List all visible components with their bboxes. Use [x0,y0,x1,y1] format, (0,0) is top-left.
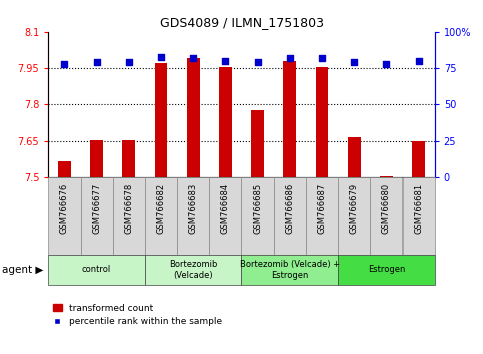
Bar [48,177,81,255]
Bar [145,255,242,285]
Bar [187,58,199,177]
Point [222,58,229,64]
Bar [315,67,328,177]
Bar [90,139,103,177]
Bar [380,176,393,177]
Text: GSM766687: GSM766687 [317,183,327,234]
Text: GSM766677: GSM766677 [92,183,101,234]
Point [383,61,390,67]
Bar [242,255,338,285]
Text: GSM766680: GSM766680 [382,183,391,234]
Text: GSM766678: GSM766678 [124,183,133,234]
Bar [338,255,435,285]
Bar [58,161,71,177]
Bar [113,177,145,255]
Text: Estrogen: Estrogen [368,266,405,274]
Bar [219,67,232,177]
Bar [348,137,361,177]
Bar [155,63,168,177]
Point [350,59,358,65]
Bar [242,177,274,255]
Bar [306,177,338,255]
Text: control: control [82,266,111,274]
Text: Bortezomib (Velcade) +
Estrogen: Bortezomib (Velcade) + Estrogen [240,260,340,280]
Bar [209,177,242,255]
Bar [177,177,209,255]
Bar [338,177,370,255]
Point [318,55,326,61]
Point [189,55,197,61]
Point [60,61,68,67]
Text: Bortezomib
(Velcade): Bortezomib (Velcade) [169,260,217,280]
Bar [412,141,425,177]
Bar [48,255,145,285]
Point [157,54,165,59]
Text: GSM766679: GSM766679 [350,183,359,234]
Bar [122,141,135,177]
Bar [251,110,264,177]
Text: GSM766681: GSM766681 [414,183,423,234]
Bar [145,177,177,255]
Text: GSM766686: GSM766686 [285,183,294,234]
Text: GSM766682: GSM766682 [156,183,166,234]
Point [415,58,423,64]
Text: GSM766683: GSM766683 [189,183,198,234]
Bar [81,177,113,255]
Point [125,59,133,65]
Bar [370,177,402,255]
Bar [284,61,296,177]
Bar [274,177,306,255]
Text: GSM766684: GSM766684 [221,183,230,234]
Text: agent ▶: agent ▶ [2,265,43,275]
Legend: transformed count, percentile rank within the sample: transformed count, percentile rank withi… [53,304,222,326]
Text: GSM766685: GSM766685 [253,183,262,234]
Point [286,55,294,61]
Point [254,59,261,65]
Text: GSM766676: GSM766676 [60,183,69,234]
Point [93,59,100,65]
Bar [402,177,435,255]
Title: GDS4089 / ILMN_1751803: GDS4089 / ILMN_1751803 [159,16,324,29]
